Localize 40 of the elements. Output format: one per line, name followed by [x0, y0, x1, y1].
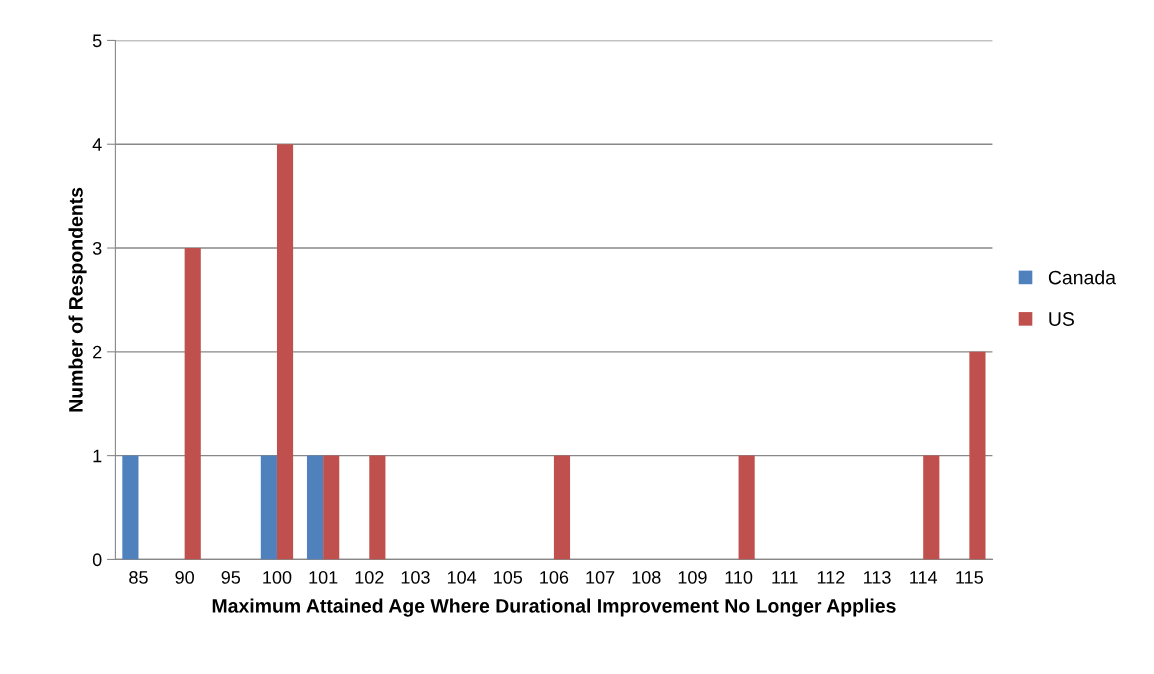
y-tick-label: 0 — [92, 553, 102, 567]
y-tick-label: 1 — [93, 449, 102, 463]
x-tick-label: 113 — [864, 571, 891, 584]
x-tick-label: 110 — [725, 571, 753, 584]
x-tick-label: 109 — [678, 571, 707, 584]
legend-label: US — [1049, 312, 1074, 326]
x-tick-label: 101 — [309, 571, 338, 584]
bar — [306, 455, 324, 560]
bar — [323, 455, 340, 560]
bar — [553, 455, 571, 560]
y-tick-label: 3 — [92, 241, 102, 255]
x-tick-label: 111 — [772, 571, 798, 584]
x-tick-label: 103 — [401, 571, 430, 584]
bar — [276, 144, 294, 560]
x-tick-label: 114 — [910, 571, 938, 584]
bar — [923, 455, 940, 560]
x-tick-label: 112 — [817, 571, 845, 584]
x-tick-label: 115 — [956, 571, 983, 584]
bar — [122, 455, 139, 560]
bar — [369, 455, 386, 560]
x-tick-label: 95 — [221, 571, 241, 584]
y-axis-title: Number of Respondents — [68, 187, 87, 412]
bar — [738, 455, 755, 560]
y-tick-label: 5 — [92, 34, 102, 48]
x-tick-label: 100 — [263, 571, 292, 584]
y-tick-label: 2 — [93, 345, 102, 359]
y-tick-label: 4 — [92, 138, 102, 151]
bar — [969, 351, 986, 560]
x-tick-label: 106 — [540, 571, 569, 584]
bar — [184, 248, 201, 560]
x-tick-label: 107 — [586, 571, 615, 584]
x-tick-label: 108 — [632, 571, 661, 584]
x-tick-label: 90 — [175, 571, 194, 584]
x-tick-label: 85 — [129, 571, 148, 584]
x-tick-label: 104 — [447, 571, 477, 584]
bar — [260, 455, 277, 560]
x-axis-title: Maximum Attained Age Where Durational Improvement No Longer Applies — [212, 598, 896, 617]
x-tick-label: 105 — [494, 571, 523, 584]
x-tick-label: 102 — [355, 571, 384, 584]
legend-label: Canada — [1048, 270, 1116, 285]
